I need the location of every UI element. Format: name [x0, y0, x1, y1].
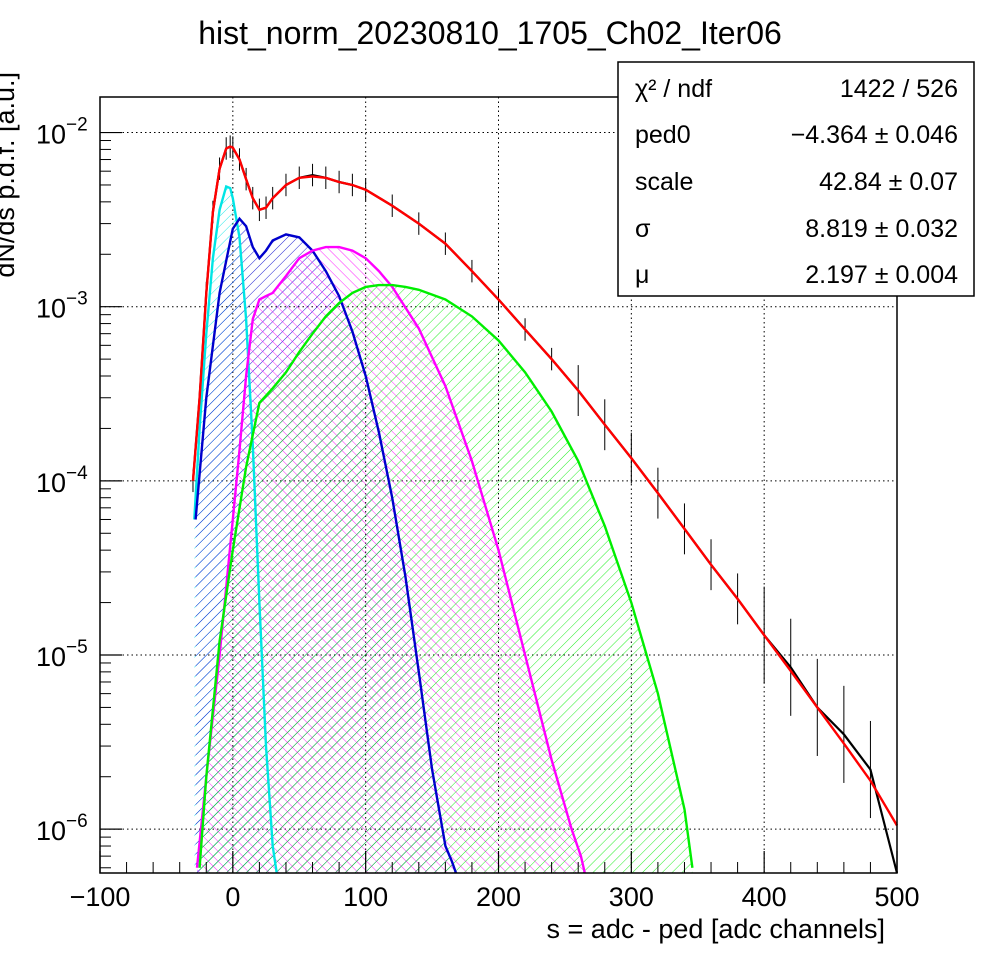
- component-fill-areas: [194, 186, 693, 874]
- stats-row-label: μ: [635, 261, 649, 289]
- x-tick-label: 400: [742, 882, 787, 912]
- y-tick-label: 10−6: [36, 811, 88, 846]
- chart-title: hist_norm_20230810_1705_Ch02_Iter06: [198, 15, 782, 51]
- y-tick-label: 10−3: [36, 289, 88, 324]
- stats-row-value: 42.84 ± 0.07: [819, 168, 958, 196]
- stats-row-value: 2.197 ± 0.004: [805, 261, 958, 289]
- x-tick-label: 300: [609, 882, 654, 912]
- stats-box-frame: [617, 61, 975, 297]
- stats-row-label: σ: [635, 215, 651, 243]
- y-tick-label: 10−5: [36, 637, 88, 672]
- component-2-line: [195, 245, 586, 874]
- fit-total-line: [191, 145, 899, 827]
- stats-box: χ² / ndf 1422 / 526 ped0 −4.364 ± 0.046 scal…: [617, 61, 975, 297]
- component-0-line: [193, 184, 278, 874]
- stats-row-label: ped0: [635, 121, 691, 149]
- component-3-fill: [199, 285, 693, 874]
- stats-row-label: scale: [635, 168, 693, 196]
- stats-row-value: −4.364 ± 0.046: [791, 121, 958, 149]
- x-tick-label: −100: [70, 882, 131, 912]
- x-tick-label: 100: [343, 882, 388, 912]
- stats-row-label: χ² / ndf: [635, 75, 712, 103]
- y-tick-label: 10−2: [36, 115, 88, 150]
- stats-row-value: 1422 / 526: [840, 75, 958, 103]
- x-axis-label: s = adc - ped [adc channels]: [547, 914, 885, 944]
- x-tick-label: 500: [874, 882, 919, 912]
- x-tick-label: 0: [225, 882, 240, 912]
- stats-row-value: 8.819 ± 0.032: [805, 215, 958, 243]
- component-3-line: [198, 283, 694, 868]
- axes: −100 0 100 200 300 400 500 10−2 10−3 10−4 10−5 10−6: [36, 96, 920, 912]
- series-lines: [191, 145, 899, 874]
- stats-rows: χ² / ndf 1422 / 526 ped0 −4.364 ± 0.046 scal…: [635, 75, 958, 289]
- y-axis-label: dN/ds p.d.f. [a.u.]: [0, 72, 20, 278]
- y-tick-label: 10−4: [36, 463, 88, 498]
- x-tick-label: 200: [476, 882, 521, 912]
